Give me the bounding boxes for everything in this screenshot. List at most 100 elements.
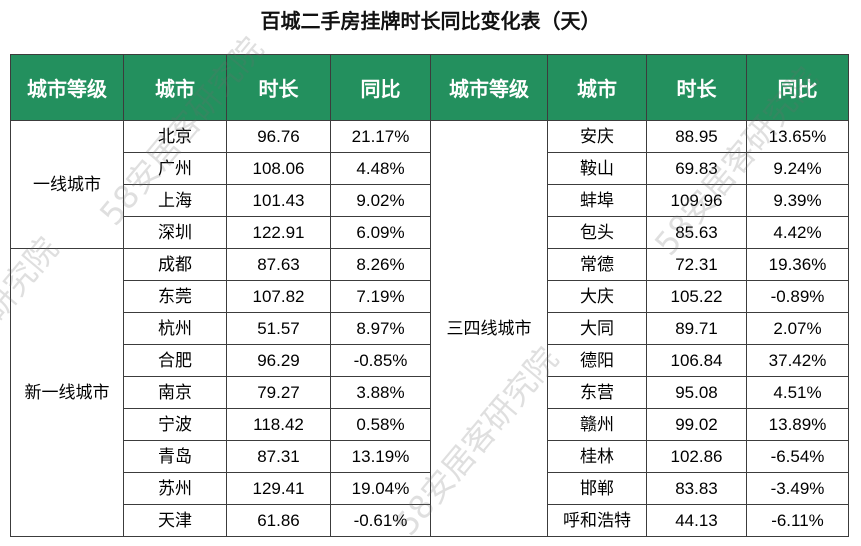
city-cell: 蚌埠	[547, 184, 647, 217]
yoy-cell: -0.85%	[330, 344, 431, 377]
duration-cell: 129.41	[226, 472, 331, 505]
city-cell: 广州	[123, 152, 227, 185]
table-row: 一线城市 北京 96.76 21.17% 三四线城市 安庆 88.95 13.65%	[10, 120, 849, 537]
header-duration-left: 时长	[226, 54, 331, 121]
city-cell: 成都	[123, 248, 227, 281]
duration-cell: 101.43	[226, 184, 331, 217]
city-cell: 苏州	[123, 472, 227, 505]
city-cell: 邯郸	[547, 472, 647, 505]
city-cell: 南京	[123, 376, 227, 409]
table-row: 杭州 51.57 8.97% 大同 89.71 2.07%	[11, 312, 849, 345]
yoy-cell: 19.04%	[330, 472, 431, 505]
city-cell: 深圳	[123, 216, 227, 249]
city-cell: 安庆	[547, 120, 647, 153]
table-row: 新一线城市 成都 87.63 8.26% 常德 72.31 19.36%	[10, 248, 849, 537]
data-table: 城市等级 城市 时长 同比 城市等级 城市 时长 同比 一线城市 北京 96.76 2…	[10, 54, 849, 537]
yoy-cell: 0.58%	[330, 408, 431, 441]
header-yoy-right: 同比	[746, 54, 849, 121]
table-row: 苏州 129.41 19.04% 邯郸 83.83 -3.49%	[11, 472, 849, 505]
city-cell: 赣州	[547, 408, 647, 441]
duration-cell: 88.95	[646, 120, 747, 153]
duration-cell: 72.31	[646, 248, 747, 281]
yoy-cell: -0.61%	[330, 504, 431, 537]
tier-cell: 新一线城市	[10, 248, 124, 537]
yoy-cell: 13.19%	[330, 440, 431, 473]
duration-cell: 122.91	[226, 216, 331, 249]
table-row: 宁波 118.42 0.58% 赣州 99.02 13.89%	[11, 408, 849, 441]
header-tier-left: 城市等级	[10, 54, 124, 121]
duration-cell: 85.63	[646, 216, 747, 249]
yoy-cell: 2.07%	[746, 312, 849, 345]
tier-cell: 三四线城市	[430, 120, 548, 537]
city-cell: 合肥	[123, 344, 227, 377]
duration-cell: 107.82	[226, 280, 331, 313]
yoy-cell: 8.26%	[330, 248, 431, 281]
city-cell: 包头	[547, 216, 647, 249]
city-cell: 北京	[123, 120, 227, 153]
duration-cell: 51.57	[226, 312, 331, 345]
duration-cell: 118.42	[226, 408, 331, 441]
header-row: 城市等级 城市 时长 同比 城市等级 城市 时长 同比	[10, 54, 849, 121]
yoy-cell: -3.49%	[746, 472, 849, 505]
table-row: 青岛 87.31 13.19% 桂林 102.86 -6.54%	[11, 440, 849, 473]
city-cell: 大同	[547, 312, 647, 345]
yoy-cell: 37.42%	[746, 344, 849, 377]
city-cell: 青岛	[123, 440, 227, 473]
header-city-left: 城市	[123, 54, 227, 121]
duration-cell: 69.83	[646, 152, 747, 185]
yoy-cell: 21.17%	[330, 120, 431, 153]
city-cell: 上海	[123, 184, 227, 217]
table-row: 合肥 96.29 -0.85% 德阳 106.84 37.42%	[11, 344, 849, 377]
duration-cell: 96.29	[226, 344, 331, 377]
table-row: 南京 79.27 3.88% 东营 95.08 4.51%	[11, 376, 849, 409]
city-cell: 东莞	[123, 280, 227, 313]
header-city-right: 城市	[547, 54, 647, 121]
duration-cell: 87.63	[226, 248, 331, 281]
city-cell: 鞍山	[547, 152, 647, 185]
yoy-cell: -6.54%	[746, 440, 849, 473]
table-title: 百城二手房挂牌时长同比变化表（天）	[260, 11, 601, 33]
duration-cell: 44.13	[646, 504, 747, 537]
yoy-cell: 9.24%	[746, 152, 849, 185]
table-row: 广州 108.06 4.48% 鞍山 69.83 9.24%	[11, 152, 849, 185]
yoy-cell: 6.09%	[330, 216, 431, 249]
duration-cell: 106.84	[646, 344, 747, 377]
header-duration-right: 时长	[646, 54, 747, 121]
city-cell: 常德	[547, 248, 647, 281]
duration-cell: 79.27	[226, 376, 331, 409]
table-body: 一线城市 北京 96.76 21.17% 三四线城市 安庆 88.95 13.65% 广州 108…	[10, 120, 849, 537]
yoy-cell: 19.36%	[746, 248, 849, 281]
table-row: 东莞 107.82 7.19% 大庆 105.22 -0.89%	[11, 280, 849, 313]
city-cell: 呼和浩特	[547, 504, 647, 537]
yoy-cell: 8.97%	[330, 312, 431, 345]
yoy-cell: -6.11%	[746, 504, 849, 537]
header-yoy-left: 同比	[330, 54, 431, 121]
city-cell: 德阳	[547, 344, 647, 377]
yoy-cell: 3.88%	[330, 376, 431, 409]
duration-cell: 108.06	[226, 152, 331, 185]
duration-cell: 61.86	[226, 504, 331, 537]
city-cell: 东营	[547, 376, 647, 409]
table-row: 天津 61.86 -0.61% 呼和浩特 44.13 -6.11%	[11, 504, 849, 537]
duration-cell: 83.83	[646, 472, 747, 505]
duration-cell: 95.08	[646, 376, 747, 409]
yoy-cell: 9.39%	[746, 184, 849, 217]
yoy-cell: 7.19%	[330, 280, 431, 313]
duration-cell: 109.96	[646, 184, 747, 217]
tier-cell: 一线城市	[10, 120, 124, 249]
yoy-cell: -0.89%	[746, 280, 849, 313]
table-row: 深圳 122.91 6.09% 包头 85.63 4.42%	[11, 216, 849, 249]
yoy-cell: 13.65%	[746, 120, 849, 153]
duration-cell: 96.76	[226, 120, 331, 153]
yoy-cell: 4.51%	[746, 376, 849, 409]
city-cell: 杭州	[123, 312, 227, 345]
duration-cell: 89.71	[646, 312, 747, 345]
city-cell: 桂林	[547, 440, 647, 473]
yoy-cell: 13.89%	[746, 408, 849, 441]
duration-cell: 102.86	[646, 440, 747, 473]
table-row: 上海 101.43 9.02% 蚌埠 109.96 9.39%	[11, 184, 849, 217]
yoy-cell: 4.42%	[746, 216, 849, 249]
duration-cell: 99.02	[646, 408, 747, 441]
yoy-cell: 4.48%	[330, 152, 431, 185]
table-header: 城市等级 城市 时长 同比 城市等级 城市 时长 同比	[10, 54, 849, 121]
